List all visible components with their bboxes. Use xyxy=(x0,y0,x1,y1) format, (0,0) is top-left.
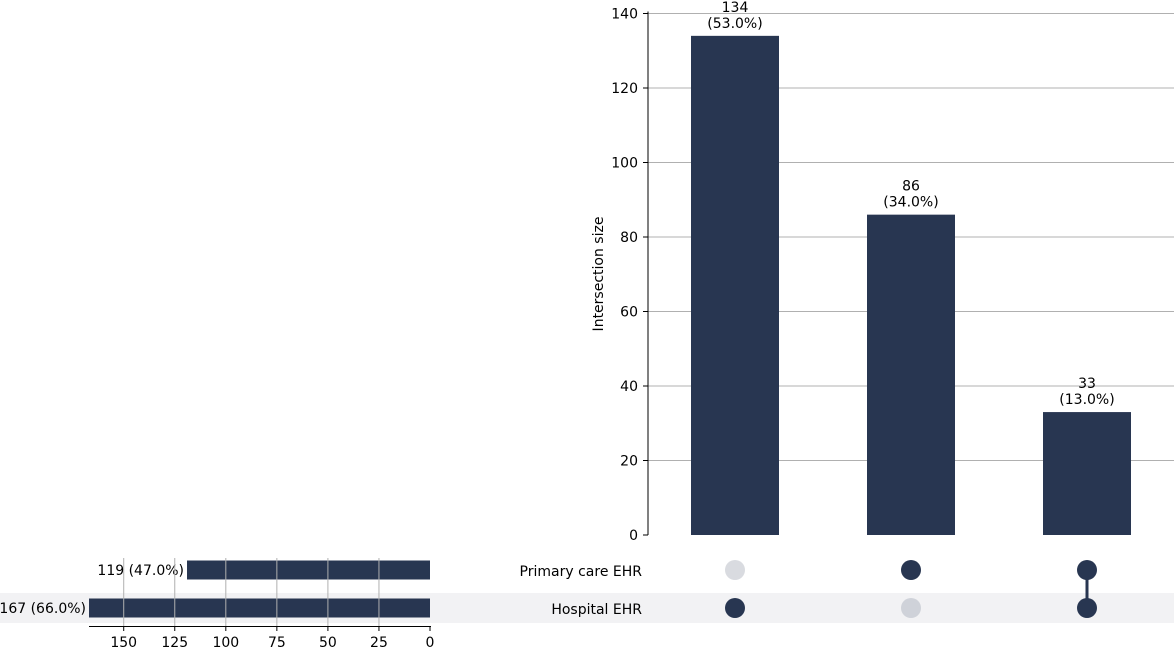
intersection-axis-tick-label: 0 xyxy=(629,528,638,544)
intersection-percent-label: (53.0%) xyxy=(707,16,762,32)
intersection-axis-tick-label: 60 xyxy=(620,305,638,321)
intersection-bar xyxy=(691,35,779,535)
intersection-axis-tick-label: 20 xyxy=(620,454,638,470)
intersection-count-label: 86 xyxy=(902,179,920,195)
intersection-axis-tick-label: 120 xyxy=(611,81,638,97)
set-size-axis-tick-label: 150 xyxy=(110,635,137,650)
matrix-dot-inactive xyxy=(901,598,921,618)
set-size-bar xyxy=(89,598,430,618)
set-size-axis-tick-label: 0 xyxy=(426,635,435,650)
intersection-bars-layer: 134(53.0%) 86(34.0%) 33(13.0%) xyxy=(691,0,1131,535)
intersection-axis-tick-label: 100 xyxy=(611,156,638,172)
matrix-dot-active xyxy=(1077,560,1097,580)
intersection-percent-label: (13.0%) xyxy=(1059,392,1114,408)
set-size-bar xyxy=(187,560,430,580)
set-name-label: Primary care EHR xyxy=(520,564,643,580)
set-size-label: 167 (66.0%) xyxy=(0,601,86,617)
intersection-bar xyxy=(867,214,955,535)
intersection-axis-label: Intersection size xyxy=(591,217,607,332)
set-size-axis-tick-label: 75 xyxy=(268,635,286,650)
intersection-count-label: 134 xyxy=(722,0,749,16)
set-size-layer: 119 (47.0%) 167 (66.0%) 150 125 100 75 50 25 0 xyxy=(0,558,435,651)
set-name-label: Hospital EHR xyxy=(551,602,642,618)
matrix-dot-active xyxy=(1077,598,1097,618)
set-size-axis-tick-label: 50 xyxy=(319,635,337,650)
set-size-axis-tick-label: 100 xyxy=(212,635,239,650)
intersection-axis-tick-label: 80 xyxy=(620,230,638,246)
intersection-axis-tick-label: 40 xyxy=(620,379,638,395)
intersection-axis-layer: Intersection size 0 20 40 60 80 100 120 140 xyxy=(591,7,649,544)
matrix-dot-active xyxy=(901,560,921,580)
matrix-dot-inactive xyxy=(725,560,745,580)
intersection-percent-label: (34.0%) xyxy=(883,195,938,211)
intersection-axis-tick-label: 140 xyxy=(611,7,638,23)
intersection-matrix-layer: Primary care EHR Hospital EHR xyxy=(520,560,1097,618)
intersection-bar xyxy=(1043,412,1131,535)
matrix-dot-active xyxy=(725,598,745,618)
set-size-label: 119 (47.0%) xyxy=(97,563,184,579)
intersection-count-label: 33 xyxy=(1078,376,1096,392)
set-size-axis-tick-label: 125 xyxy=(161,635,188,650)
set-size-axis-tick-label: 25 xyxy=(370,635,388,650)
